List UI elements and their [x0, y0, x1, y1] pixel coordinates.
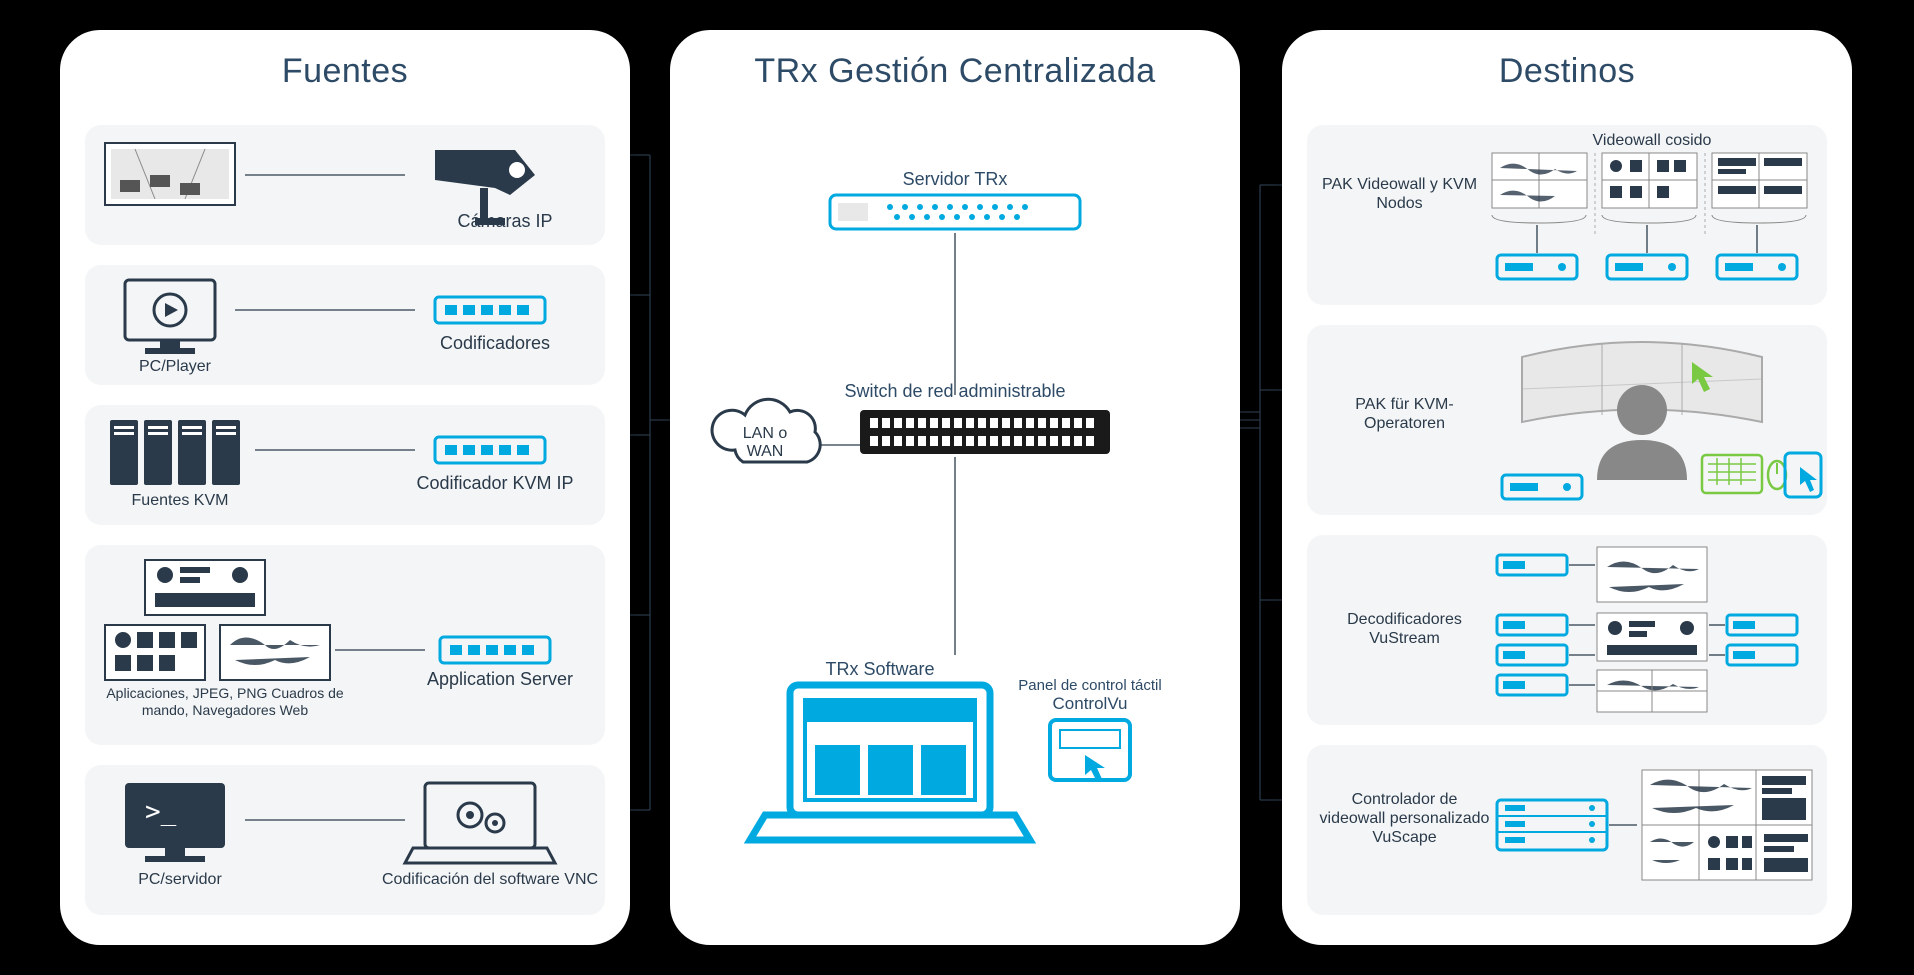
sources-panel: Fuentes Cámaras IP — [60, 30, 630, 945]
center-title: TRx Gestión Centralizada — [670, 52, 1240, 91]
svg-text:>_: >_ — [145, 797, 177, 827]
switch-icon — [860, 410, 1110, 454]
src-cameras-label: Cámaras IP — [405, 211, 605, 233]
src-encoders-label: Codificadores — [405, 333, 585, 355]
src-card-kvm: Fuentes KVM Codificador KVM IP — [85, 405, 605, 525]
dst-card-vustream: Decodificadores VuStream — [1307, 535, 1827, 725]
sources-title: Fuentes — [60, 52, 630, 91]
controlvu-icon — [1050, 720, 1130, 782]
cloud-line1: LAN o — [743, 425, 788, 442]
dest-panel: Destinos Videowall cosido — [1282, 30, 1852, 945]
dest-title: Destinos — [1282, 52, 1852, 91]
laptop-icon — [750, 685, 1030, 840]
src-card-apps: Aplicaciones, JPEG, PNG Cuadros de mando… — [85, 545, 605, 745]
mouse-icon — [1768, 461, 1786, 489]
src-vnc-right-label: Codificación del software VNC — [375, 870, 605, 889]
server-label: Servidor TRx — [903, 169, 1008, 189]
src-vnc-left-label: PC/servidor — [105, 870, 255, 889]
controlvu-line1: Panel de control táctil — [1018, 677, 1161, 694]
src-card-cameras: Cámaras IP — [85, 125, 605, 245]
src-card-encoders: PC/Player Codificadores — [85, 265, 605, 385]
dst-videowall-header: Videowall cosido — [1487, 131, 1817, 150]
src-pcplayer-label: PC/Player — [105, 357, 245, 376]
src-card-vnc: >_ PC/servidor Codificación del software… — [85, 765, 605, 915]
switch-label: Switch de red administrable — [844, 381, 1065, 401]
center-panel: TRx Gestión Centralizada Servidor TRx LA… — [670, 30, 1240, 945]
vuscape-controller — [1497, 800, 1607, 850]
dst-vuscape-label: Controlador de videowall personalizado V… — [1317, 790, 1492, 848]
src-kvm-left-label: Fuentes KVM — [105, 491, 255, 510]
dst-vustream-label: Decodificadores VuStream — [1317, 610, 1492, 648]
dst-card-vuscape: Controlador de videowall personalizado V… — [1307, 745, 1827, 915]
trx-server-icon — [830, 195, 1080, 229]
cloud-line2: WAN — [747, 443, 784, 460]
src-apps-right-label: Application Server — [415, 669, 585, 691]
dst-videowall-label: PAK Videowall y KVM Nodos — [1317, 175, 1482, 213]
dst-card-operator: PAK für KVM-Operatoren — [1307, 325, 1827, 515]
vuscape-wall — [1642, 770, 1812, 880]
software-label: TRx Software — [825, 659, 934, 679]
controlvu-line2: ControlVu — [1053, 694, 1128, 713]
keyboard-icon — [1702, 455, 1762, 493]
src-apps-left-label: Aplicaciones, JPEG, PNG Cuadros de mando… — [100, 685, 350, 719]
touch-icon — [1785, 453, 1821, 497]
src-kvm-right-label: Codificador KVM IP — [385, 473, 605, 495]
dst-operator-label: PAK für KVM-Operatoren — [1317, 395, 1492, 433]
dst-card-videowall: Videowall cosido PAK Videow — [1307, 125, 1827, 305]
